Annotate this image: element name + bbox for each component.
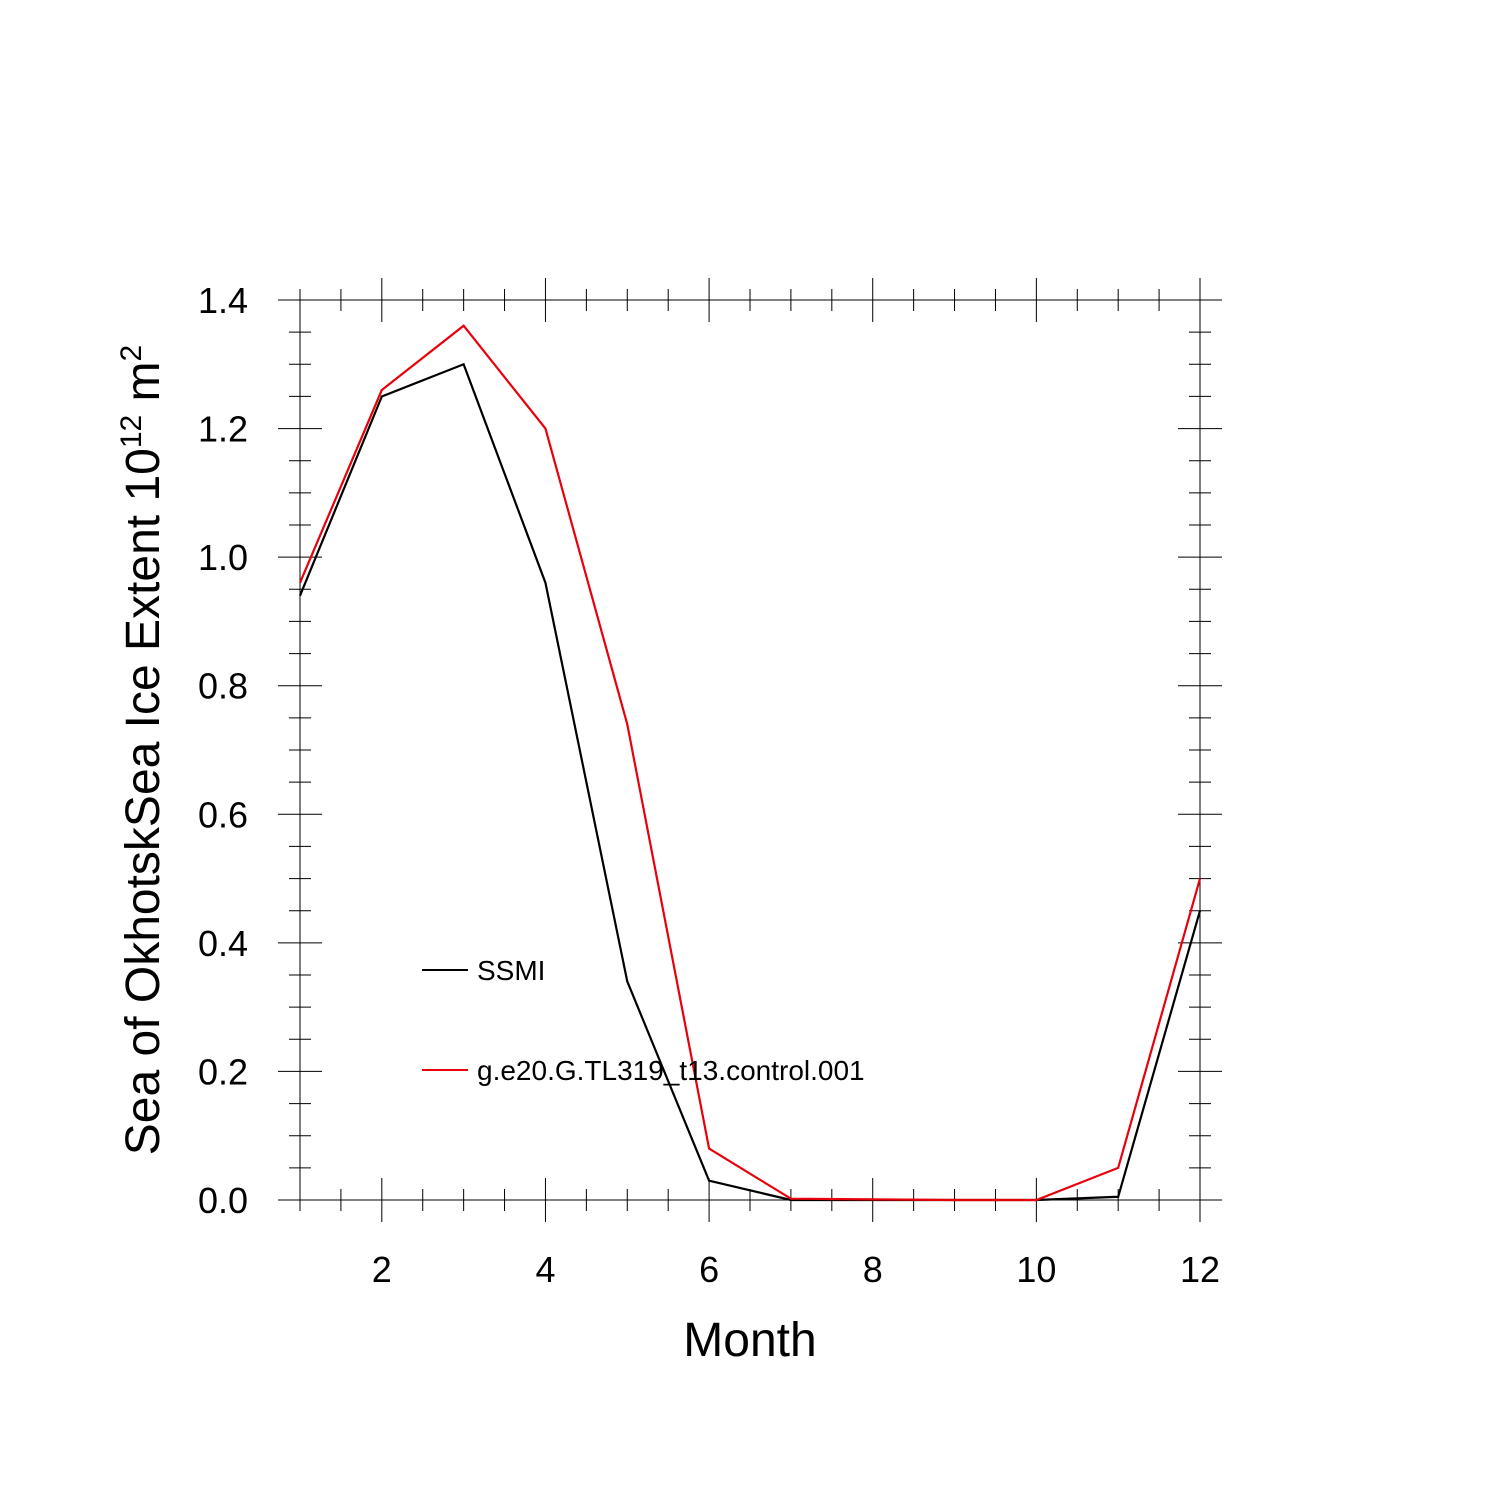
y-tick-label: 0.0 bbox=[198, 1180, 248, 1221]
y-axis-title-exponent: 12 bbox=[115, 415, 148, 448]
x-tick-label: 12 bbox=[1180, 1249, 1220, 1290]
x-tick-label: 2 bbox=[372, 1249, 392, 1290]
y-tick-label: 0.8 bbox=[198, 666, 248, 707]
legend-label-control: g.e20.G.TL319_t13.control.001 bbox=[477, 1055, 865, 1086]
x-tick-label: 8 bbox=[863, 1249, 883, 1290]
x-tick-labels: 2 4 6 8 10 12 bbox=[372, 1249, 1220, 1290]
y-axis-title-unit-exponent: 2 bbox=[115, 345, 148, 362]
x-tick-label: 6 bbox=[699, 1249, 719, 1290]
x-tick-label: 4 bbox=[535, 1249, 555, 1290]
y-tick-labels: 0.0 0.2 0.4 0.6 0.8 1.0 1.2 1.4 bbox=[198, 280, 248, 1221]
y-tick-label: 0.4 bbox=[198, 923, 248, 964]
x-tick-label: 10 bbox=[1016, 1249, 1056, 1290]
series-layer bbox=[298, 324, 1202, 1202]
x-axis-title: Month bbox=[683, 1314, 816, 1367]
legend: SSMI g.e20.G.TL319_t13.control.001 bbox=[422, 955, 865, 1086]
legend-label-ssmi: SSMI bbox=[477, 955, 545, 986]
y-tick-label: 1.2 bbox=[198, 409, 248, 450]
axis-ticks bbox=[278, 278, 1222, 1222]
y-tick-label: 1.0 bbox=[198, 537, 248, 578]
series-line-control bbox=[298, 324, 1202, 1202]
y-tick-label: 1.4 bbox=[198, 280, 248, 321]
y-tick-label: 0.2 bbox=[198, 1051, 248, 1092]
series-line-ssmi bbox=[298, 362, 1202, 1202]
y-axis-title: Sea of OkhotskSea Ice Extent 1012 m2 bbox=[115, 345, 170, 1155]
y-tick-label: 0.6 bbox=[198, 794, 248, 835]
y-axis-title-main: Sea of OkhotskSea Ice Extent 10 bbox=[117, 448, 170, 1155]
y-axis-title-unit: m bbox=[117, 361, 170, 414]
